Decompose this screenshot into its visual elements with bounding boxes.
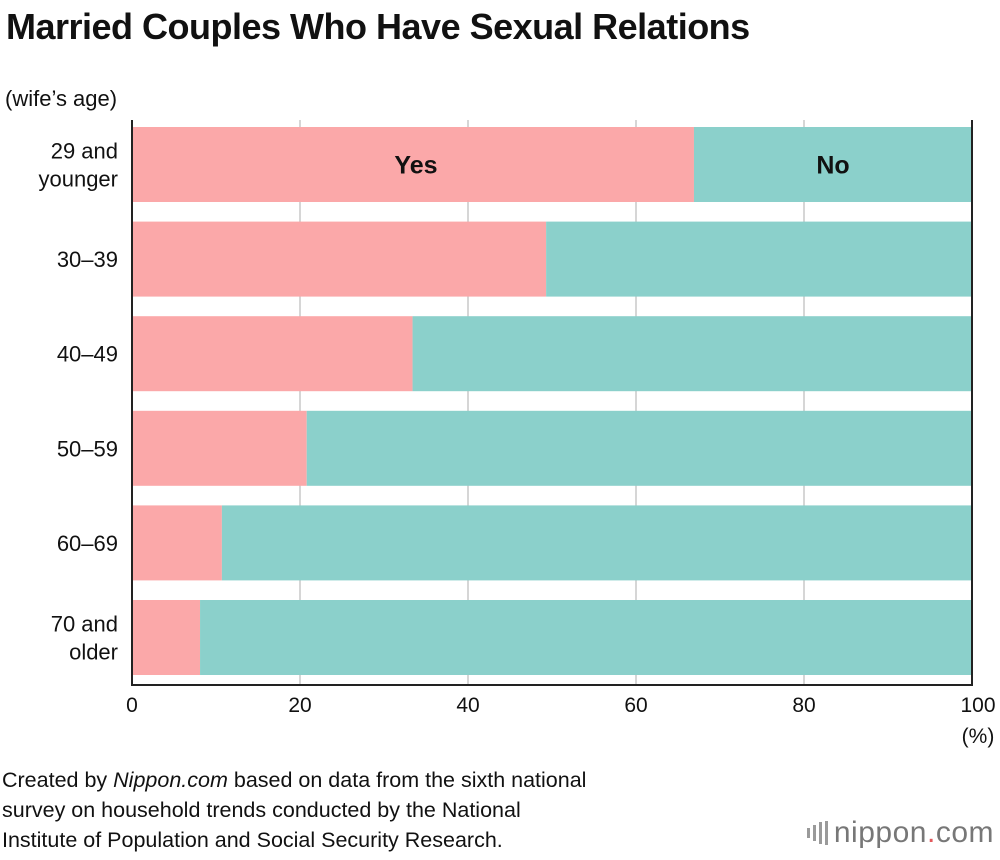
stacked-bar-chart: 29 and younger Yes No 30–39 40–49 50–59 60–69 70… bbox=[38, 120, 996, 748]
x-tick-100: 100 bbox=[960, 694, 995, 717]
source-name: Nippon.com bbox=[113, 768, 228, 792]
logo-name: nippon bbox=[833, 816, 927, 849]
x-tick-40: 40 bbox=[456, 694, 479, 717]
logo-wordmark: nippon.com bbox=[834, 816, 994, 850]
category-label-5: 70 and older bbox=[51, 612, 118, 665]
bar-yes-0 bbox=[132, 127, 694, 202]
category-label-3: 50–59 bbox=[57, 436, 118, 461]
source-line-1-rest: based on data from the sixth national bbox=[227, 768, 587, 792]
bar-no-5 bbox=[200, 600, 973, 675]
source-line-2: survey on household trends conducted by … bbox=[2, 798, 521, 822]
series-label-yes: Yes bbox=[394, 152, 437, 180]
y-axis-caption: (wife’s age) bbox=[5, 86, 118, 111]
bar-yes-4 bbox=[132, 505, 222, 581]
bar-no-2 bbox=[412, 316, 972, 392]
x-unit-label: (%) bbox=[962, 725, 995, 748]
category-label-1: 30–39 bbox=[57, 247, 118, 272]
category-label-2: 40–49 bbox=[57, 342, 118, 367]
chart-title: Married Couples Who Have Sexual Relation… bbox=[6, 6, 750, 47]
x-tick-20: 20 bbox=[288, 694, 311, 717]
bar-yes-2 bbox=[132, 316, 413, 392]
bar-no-4 bbox=[221, 505, 972, 581]
bar-yes-1 bbox=[132, 221, 547, 297]
x-tick-0: 0 bbox=[126, 694, 138, 717]
source-line-1: Created by Nippon.com based on data from… bbox=[2, 765, 586, 795]
logo-suffix: com bbox=[935, 816, 994, 849]
category-label-0: 29 and younger bbox=[38, 139, 118, 192]
series-label-no: No bbox=[816, 152, 849, 180]
nippon-logo: nippon.com bbox=[806, 816, 994, 850]
bar-no-1 bbox=[546, 221, 972, 297]
x-tick-80: 80 bbox=[792, 694, 815, 717]
source-note: Created by Nippon.com based on data from… bbox=[2, 765, 586, 855]
bar-yes-3 bbox=[132, 410, 307, 486]
category-label-4: 60–69 bbox=[57, 531, 118, 556]
source-line-3: Institute of Population and Social Secur… bbox=[2, 828, 503, 852]
bar-no-0 bbox=[693, 127, 972, 202]
logo-dot: . bbox=[926, 816, 936, 849]
x-tick-60: 60 bbox=[624, 694, 647, 717]
logo-bars-icon bbox=[806, 821, 828, 845]
bar-no-3 bbox=[306, 410, 973, 486]
source-prefix: Created by bbox=[2, 768, 114, 792]
bar-yes-5 bbox=[132, 600, 201, 675]
